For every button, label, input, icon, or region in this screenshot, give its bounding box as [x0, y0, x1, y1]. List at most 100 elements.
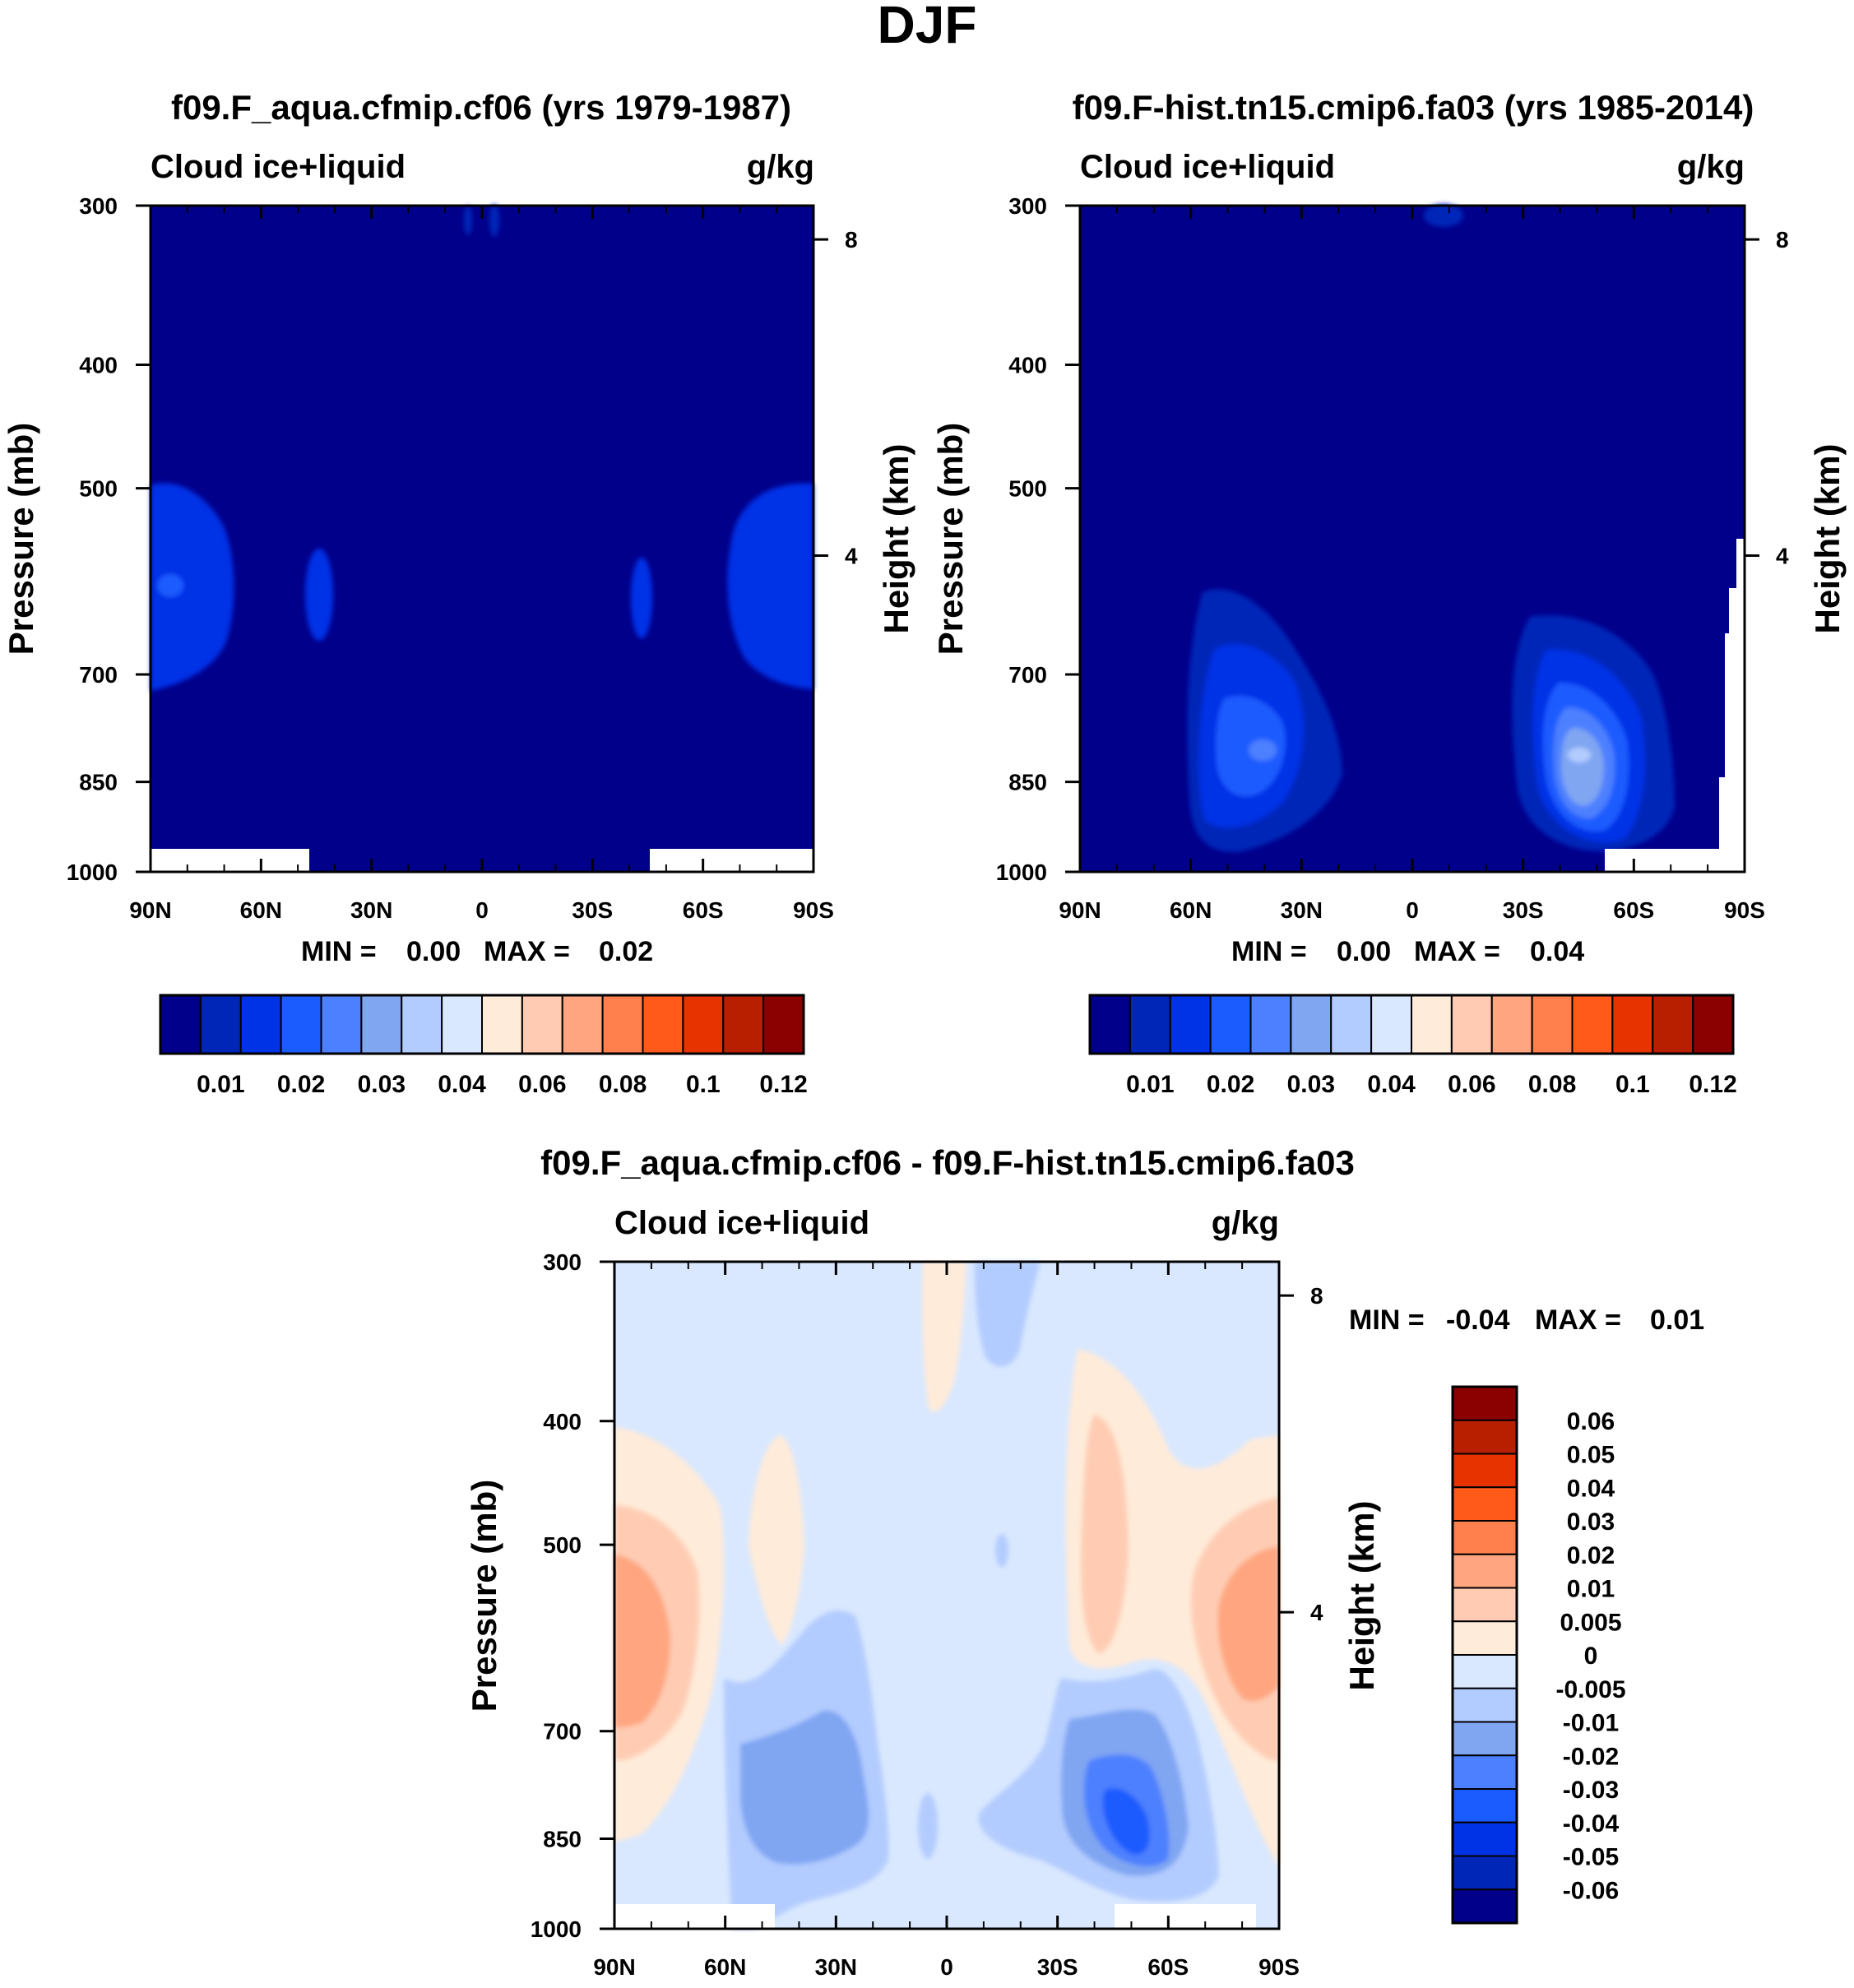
panel-model-axes: 90N 60N 30N 0 30S 60S 90S 300 400 500 700 850 1000 8 4 [67, 193, 858, 923]
panel-diff-ylabel-right: Height (km) [1342, 1501, 1381, 1691]
colorbar-box [1209, 994, 1252, 1054]
colorbar-box [1452, 1520, 1518, 1555]
colorbar-box [1452, 1821, 1518, 1857]
colorbar-box [1169, 994, 1212, 1054]
colorbar-box [1490, 994, 1533, 1054]
colorbar-box [1611, 994, 1654, 1054]
model-cloud-max-sh-high [727, 483, 813, 689]
x-tick-label: 0 [940, 1954, 953, 1980]
p-tick-label: 700 [1008, 662, 1047, 688]
panel-model-min-label: MIN = [301, 936, 377, 967]
colorbar-box [1330, 994, 1373, 1054]
colorbar-label: -0.02 [1563, 1743, 1619, 1770]
colorbar-label: 0.04 [438, 1071, 486, 1098]
panel-model-missing-sh [650, 849, 813, 872]
p-tick-label: 300 [543, 1249, 582, 1275]
p-tick-label: 700 [79, 662, 118, 688]
colorbar-box [1452, 1386, 1518, 1421]
p-tick-label: 500 [79, 476, 118, 502]
colorbar-label: -0.01 [1563, 1710, 1619, 1737]
model-cloud-core-nh-high [157, 574, 183, 597]
colorbar-box [401, 994, 443, 1054]
figure-title: DJF [878, 0, 977, 54]
x-tick-label: 90S [1724, 897, 1765, 923]
colorbar-box [320, 994, 363, 1054]
diff-neg-small-midtrop [995, 1534, 1008, 1567]
colorbar-box [1249, 994, 1292, 1054]
panel-obs-title: f09.F-hist.tn15.cmip6.fa03 (yrs 1985-201… [1073, 88, 1754, 127]
p-tick-label: 850 [79, 770, 118, 795]
panel-model-ylabel-right: Height (km) [877, 444, 915, 634]
panel-diff-units: g/kg [1212, 1205, 1279, 1241]
colorbar-frame [1451, 1385, 1518, 1925]
colorbar-box [1089, 994, 1131, 1054]
panel-obs-max-label: MAX = [1414, 936, 1500, 967]
diff-pos-sh-high-l4 [1217, 1546, 1279, 1702]
colorbar-label: 0.08 [599, 1071, 647, 1098]
panel-obs-variable: Cloud ice+liquid [1080, 149, 1335, 185]
diff-pos-nh-high-l3 [614, 1555, 670, 1727]
obs-cloud-nh-core [1249, 739, 1277, 761]
x-tick-label: 90N [1059, 897, 1101, 923]
panel-obs-minmax: MIN = 0.00 MAX = 0.04 [1231, 936, 1584, 967]
panel-model-units: g/kg [747, 149, 814, 185]
colorbar-box [1452, 1721, 1518, 1757]
panel-diff-max-value: 0.01 [1650, 1304, 1704, 1336]
p-tick-label: 850 [543, 1827, 582, 1852]
panel-model-max-label: MAX = [484, 936, 570, 967]
panel-diff: f09.F_aqua.cfmip.cf06 - f09.F-hist.tn15.… [465, 1143, 1704, 1980]
model-cloud-tropopause-1 [464, 206, 472, 235]
colorbar-box [601, 994, 644, 1054]
colorbar-box [1531, 994, 1574, 1054]
colorbar-label: 0.1 [1615, 1071, 1650, 1098]
colorbar-box [722, 994, 765, 1054]
obs-cloud-sh-core [1568, 748, 1591, 762]
colorbar-box [1452, 1687, 1518, 1723]
x-tick-label: 90N [129, 897, 171, 923]
colorbar-box [1452, 1620, 1518, 1656]
p-tick-label: 400 [79, 353, 118, 378]
colorbar-box [160, 994, 202, 1054]
diff-neg-upper-equator [975, 1262, 1041, 1367]
panel-obs: f09.F-hist.tn15.cmip6.fa03 (yrs 1985-201… [931, 88, 1847, 1098]
panel-obs-colorbar: 0.01 0.02 0.03 0.04 0.06 0.08 0.1 0.12 [1088, 994, 1737, 1098]
colorbar-label: 0.1 [686, 1071, 721, 1098]
panel-obs-min-label: MIN = [1231, 936, 1307, 967]
colorbar-box [1452, 1754, 1518, 1790]
x-tick-label: 0 [475, 897, 489, 923]
model-cloud-tropopause-2 [489, 204, 499, 237]
p-tick-label: 1000 [531, 1916, 582, 1942]
colorbar-label: 0.01 [197, 1071, 244, 1098]
colorbar-label: 0.02 [1207, 1071, 1254, 1098]
colorbar-box [1452, 1486, 1518, 1522]
diff-pos-sh-high-l2 [1081, 1415, 1129, 1653]
diff-neg-small-equator-low [918, 1793, 938, 1859]
p-tick-label: 1000 [996, 860, 1047, 885]
p-tick-label: 700 [543, 1719, 582, 1745]
colorbar-label: -0.005 [1555, 1676, 1625, 1703]
x-tick-label: 60N [704, 1954, 746, 1980]
panel-model-ylabel: Pressure (mb) [2, 423, 40, 655]
diff-pos-30n [749, 1435, 804, 1645]
colorbar-box [199, 994, 242, 1054]
colorbar-box [1692, 994, 1734, 1054]
panel-obs-ylabel-right: Height (km) [1808, 444, 1847, 634]
colorbar-box [360, 994, 403, 1054]
panel-diff-contours [614, 1262, 1279, 1929]
colorbar-box [561, 994, 604, 1054]
panel-model-minmax: MIN = 0.00 MAX = 0.02 [301, 936, 653, 967]
x-tick-label: 60S [1613, 897, 1654, 923]
colorbar-box [521, 994, 563, 1054]
panel-diff-max-label: MAX = [1535, 1304, 1621, 1336]
panel-model-min-value: 0.00 [406, 936, 461, 967]
x-tick-label: 90S [1258, 1954, 1300, 1980]
colorbar-box [1452, 1855, 1518, 1891]
panel-diff-colorbar: 0.06 0.05 0.04 0.03 0.02 0.01 0.005 0 -0.005 -0.0… [1451, 1385, 1626, 1925]
panel-model-field [151, 206, 813, 872]
colorbar-label: 0.01 [1126, 1071, 1174, 1098]
panel-diff-variable: Cloud ice+liquid [614, 1205, 869, 1241]
x-tick-label: 60N [1170, 897, 1212, 923]
colorbar-box [1129, 994, 1171, 1054]
panel-obs-units: g/kg [1677, 149, 1745, 185]
